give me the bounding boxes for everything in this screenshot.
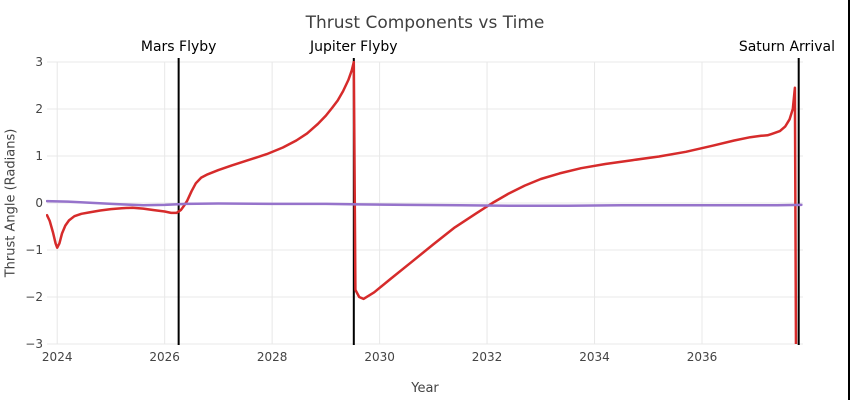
annotation-saturn-arrival: Saturn Arrival — [738, 39, 835, 55]
chart-title: Thrust Components vs Time — [305, 13, 545, 33]
y-tick-label: −1 — [25, 243, 43, 257]
x-axis-title: Year — [411, 381, 439, 396]
y-axis-title: Thrust Angle (Radians) — [3, 128, 19, 278]
annotation-jupiter-flyby: Jupiter Flyby — [310, 39, 398, 55]
y-tick-label: −3 — [25, 337, 43, 351]
y-tick-label: 0 — [35, 196, 43, 210]
x-tick-label: 2026 — [149, 350, 180, 364]
y-tick-label: −2 — [25, 290, 43, 304]
series-line-red-thrust-component — [46, 61, 798, 344]
x-tick-label: 2030 — [364, 350, 395, 364]
annotation-mars-flyby: Mars Flyby — [140, 39, 217, 55]
x-tick-label: 2024 — [41, 350, 73, 364]
y-tick-label: 1 — [35, 149, 43, 163]
x-tick-label: 2034 — [579, 350, 610, 364]
y-tick-label: 3 — [35, 55, 43, 69]
y-tick-label: 2 — [35, 102, 43, 116]
series-line-purple-thrust-component — [46, 199, 803, 208]
x-tick-label: 2032 — [471, 350, 503, 364]
x-tick-label: 2028 — [256, 350, 288, 364]
x-tick-label: 2036 — [686, 350, 718, 364]
